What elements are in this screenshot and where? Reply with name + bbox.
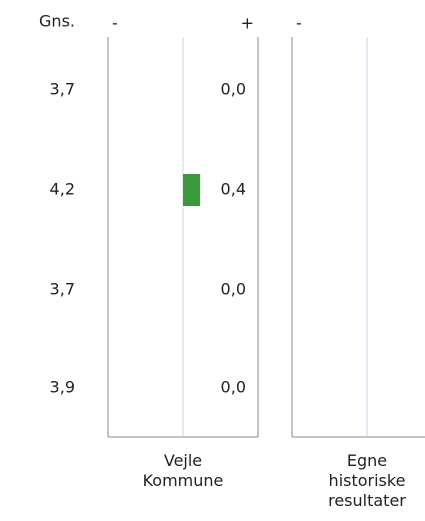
x-axis-label: Vejle Kommune — [142, 451, 224, 490]
average-header: Gns. — [39, 12, 75, 31]
average: 3,7 — [50, 80, 75, 99]
average: 3,7 — [50, 280, 75, 299]
plus-label: + — [241, 14, 254, 33]
value-label: 0,0 — [221, 378, 246, 397]
x-axis-label: Egne historiske resultater — [328, 451, 406, 510]
value-label: 0,0 — [221, 280, 246, 299]
minus-label: - — [296, 14, 302, 33]
average: 3,9 — [50, 378, 75, 397]
value-label: 0,0 — [221, 80, 246, 99]
minus-label: - — [112, 14, 118, 33]
bar — [183, 174, 201, 206]
average: 4,2 — [50, 180, 75, 199]
value-label: 0,4 — [221, 180, 246, 199]
